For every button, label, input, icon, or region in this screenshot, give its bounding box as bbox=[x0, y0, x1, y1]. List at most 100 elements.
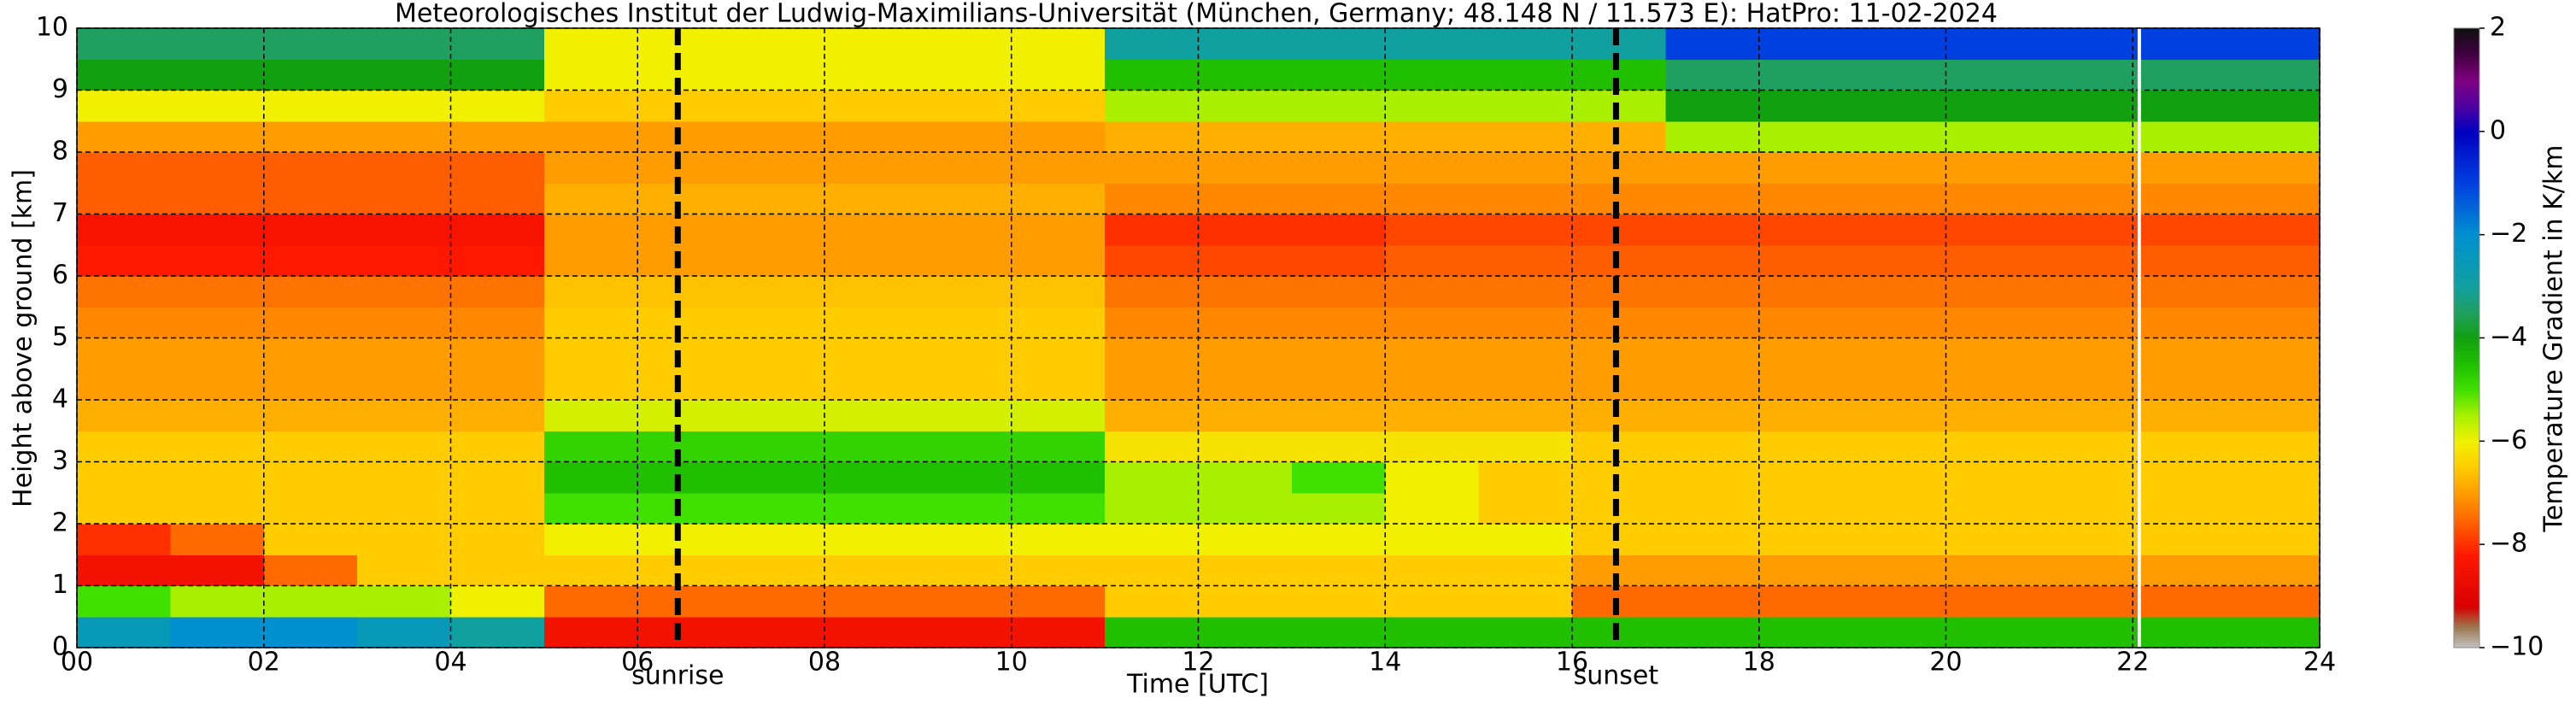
heat-cell bbox=[1572, 120, 1666, 153]
colorbar-segment bbox=[2454, 431, 2479, 434]
heat-cell bbox=[1572, 152, 1666, 184]
heat-cell bbox=[263, 524, 358, 555]
x-tick-label: 16 bbox=[1556, 648, 1588, 678]
colorbar-segment bbox=[2454, 226, 2479, 231]
heat-cell bbox=[2133, 120, 2227, 153]
heat-cell bbox=[918, 431, 1012, 463]
heat-cell bbox=[543, 524, 638, 555]
heat-cell bbox=[1198, 214, 1293, 246]
heat-cell bbox=[263, 431, 358, 463]
heat-cell bbox=[2039, 585, 2133, 618]
heat-cell bbox=[1011, 59, 1106, 91]
colorbar-segment bbox=[2454, 49, 2479, 52]
heat-cell bbox=[1385, 337, 1480, 370]
heat-cell bbox=[1385, 616, 1480, 648]
colorbar-tick-label: 2 bbox=[2490, 13, 2506, 43]
heat-cell bbox=[824, 28, 918, 60]
heat-cell bbox=[918, 368, 1012, 401]
heat-cell bbox=[1385, 183, 1480, 215]
colorbar-segment bbox=[2454, 90, 2479, 94]
heat-cell bbox=[1665, 461, 1760, 494]
colorbar-segment bbox=[2454, 82, 2479, 86]
colorbar-segment bbox=[2454, 281, 2479, 285]
heat-cell bbox=[170, 368, 265, 401]
heat-cell bbox=[357, 120, 452, 153]
colorbar-segment bbox=[2454, 146, 2479, 150]
heat-cell bbox=[450, 276, 545, 308]
heat-cell bbox=[824, 214, 918, 246]
heat-cell bbox=[2133, 492, 2227, 525]
colorbar-segment bbox=[2454, 368, 2479, 373]
heat-cell bbox=[1385, 244, 1480, 277]
x-tick-label: 00 bbox=[61, 648, 93, 678]
colorbar-segment bbox=[2454, 400, 2479, 403]
heat-cell bbox=[1385, 59, 1480, 91]
heat-cell bbox=[637, 585, 732, 618]
heat-cell bbox=[1105, 337, 1200, 370]
heat-cell bbox=[1572, 461, 1666, 494]
heat-cell bbox=[170, 120, 265, 153]
heat-cell bbox=[450, 183, 545, 215]
heat-cell bbox=[1011, 554, 1106, 587]
heat-cell bbox=[2039, 307, 2133, 339]
heat-cell bbox=[77, 554, 171, 587]
colorbar-segment bbox=[2454, 44, 2479, 47]
heat-cell bbox=[918, 244, 1012, 277]
colorbar-segment bbox=[2454, 247, 2479, 251]
colorbar-segment bbox=[2454, 459, 2479, 463]
heat-cell bbox=[543, 492, 638, 525]
heat-cell bbox=[1011, 120, 1106, 153]
heat-cell bbox=[1385, 120, 1480, 153]
heat-cell bbox=[637, 337, 732, 370]
heat-cell bbox=[1665, 554, 1760, 587]
heat-cell bbox=[1291, 307, 1386, 339]
heat-cell bbox=[263, 120, 358, 153]
heat-cell bbox=[357, 524, 452, 555]
heat-cell bbox=[1852, 276, 1947, 308]
colorbar-segment bbox=[2454, 443, 2479, 447]
colorbar-segment bbox=[2454, 126, 2479, 130]
heat-cell bbox=[731, 244, 825, 277]
colorbar-segment bbox=[2454, 513, 2479, 517]
colorbar-segment bbox=[2454, 366, 2479, 370]
colorbar-segment bbox=[2454, 482, 2479, 486]
colorbar-segment bbox=[2454, 155, 2479, 158]
heat-cell bbox=[450, 585, 545, 618]
heat-cell bbox=[731, 554, 825, 587]
colorbar-segment bbox=[2454, 590, 2479, 595]
heat-cell bbox=[170, 214, 265, 246]
heat-cell bbox=[1105, 307, 1200, 339]
heat-cell bbox=[77, 461, 171, 494]
heat-cell bbox=[1945, 276, 2040, 308]
heat-cell bbox=[1385, 214, 1480, 246]
colorbar-segment bbox=[2454, 436, 2479, 439]
y-tick-label: 7 bbox=[52, 198, 68, 228]
heat-cell bbox=[1945, 554, 2040, 587]
heat-cell bbox=[1198, 431, 1293, 463]
heat-cell bbox=[1478, 368, 1573, 401]
heat-cell bbox=[1011, 307, 1106, 339]
heat-cell bbox=[1105, 214, 1200, 246]
heat-cell bbox=[263, 337, 358, 370]
heat-cell bbox=[918, 90, 1012, 122]
heat-cell bbox=[263, 400, 358, 431]
colorbar-segment bbox=[2454, 378, 2479, 383]
heat-cell bbox=[2133, 183, 2227, 215]
heat-cell bbox=[1198, 28, 1293, 60]
heat-cell bbox=[1011, 183, 1106, 215]
colorbar-segment bbox=[2454, 451, 2479, 455]
heat-cell bbox=[357, 183, 452, 215]
heat-cell bbox=[1291, 616, 1386, 648]
y-tick-label: 9 bbox=[52, 74, 68, 104]
heat-cell bbox=[2133, 431, 2227, 463]
colorbar-segment bbox=[2454, 216, 2479, 220]
colorbar-segment bbox=[2454, 358, 2479, 362]
colorbar-segment bbox=[2454, 549, 2479, 553]
heat-cell bbox=[77, 244, 171, 277]
y-tick-label: 2 bbox=[52, 508, 68, 538]
heat-cell bbox=[1478, 524, 1573, 555]
heat-cell bbox=[1011, 492, 1106, 525]
heat-cell bbox=[1852, 59, 1947, 91]
colorbar-segment bbox=[2454, 206, 2479, 210]
x-tick-label: 18 bbox=[1743, 648, 1775, 678]
